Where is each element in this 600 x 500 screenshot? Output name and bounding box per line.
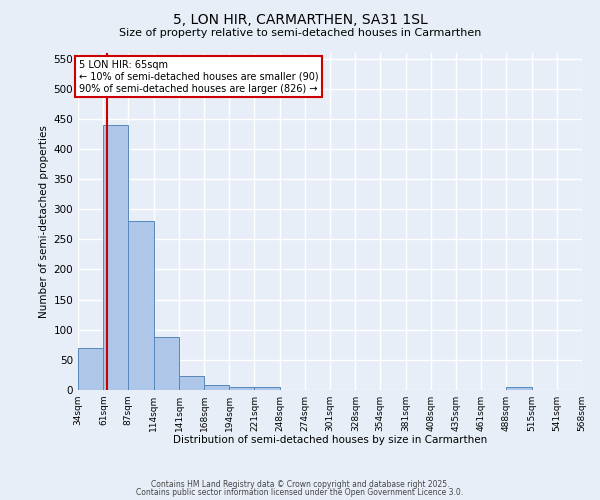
Text: Contains public sector information licensed under the Open Government Licence 3.: Contains public sector information licen… <box>136 488 464 497</box>
Bar <box>254 387 280 390</box>
Text: Size of property relative to semi-detached houses in Carmarthen: Size of property relative to semi-detach… <box>119 28 481 38</box>
X-axis label: Distribution of semi-detached houses by size in Carmarthen: Distribution of semi-detached houses by … <box>173 436 487 446</box>
Bar <box>154 337 179 390</box>
Text: 5 LON HIR: 65sqm
← 10% of semi-detached houses are smaller (90)
90% of semi-deta: 5 LON HIR: 65sqm ← 10% of semi-detached … <box>79 60 319 94</box>
Bar <box>229 387 254 390</box>
Bar <box>205 384 229 390</box>
Bar <box>103 125 128 390</box>
Bar <box>506 387 532 390</box>
Y-axis label: Number of semi-detached properties: Number of semi-detached properties <box>39 125 49 318</box>
Text: Contains HM Land Registry data © Crown copyright and database right 2025.: Contains HM Land Registry data © Crown c… <box>151 480 449 489</box>
Bar <box>78 348 103 390</box>
Bar <box>128 221 154 390</box>
Text: 5, LON HIR, CARMARTHEN, SA31 1SL: 5, LON HIR, CARMARTHEN, SA31 1SL <box>173 12 427 26</box>
Bar <box>179 376 205 390</box>
